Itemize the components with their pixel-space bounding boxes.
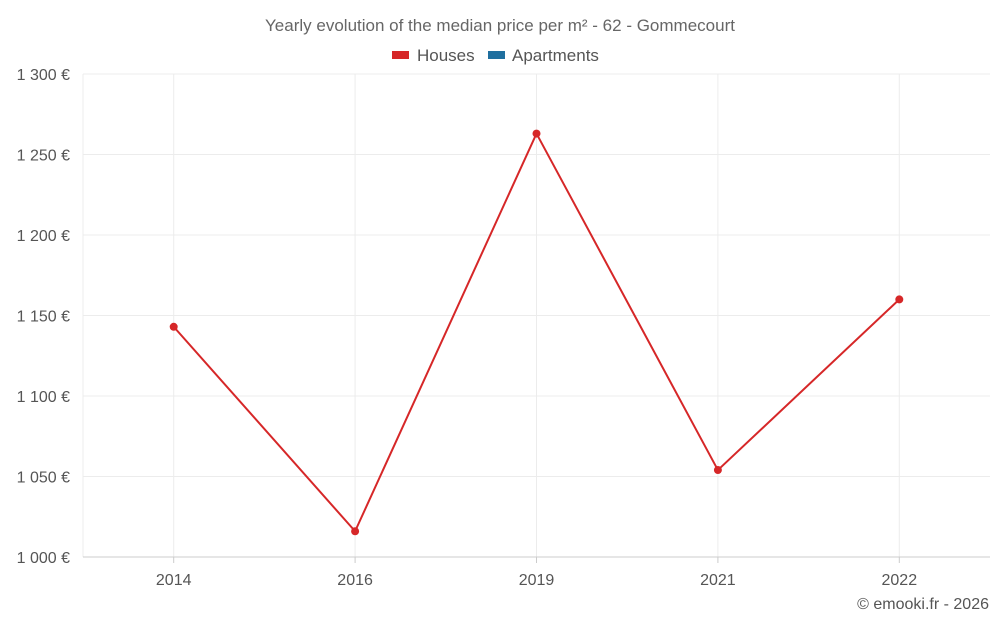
x-tick-label: 2019	[519, 572, 555, 589]
legend-label-apartments: Apartments	[512, 46, 599, 65]
y-axis: 1 000 € 1 050 € 1 100 € 1 150 € 1 200 € 1 250…	[17, 67, 70, 567]
legend-swatch-houses	[392, 51, 409, 59]
credit-text: © emooki.fr - 2026	[857, 596, 989, 613]
x-tick-label: 2021	[700, 572, 736, 589]
y-tick-label: 1 150 €	[17, 309, 70, 326]
data-point[interactable]	[895, 295, 904, 304]
x-axis: 2014 2016 2019 2021 2022	[83, 556, 990, 589]
data-point[interactable]	[169, 322, 178, 331]
y-tick-label: 1 250 €	[17, 148, 70, 165]
data-point[interactable]	[713, 466, 722, 475]
x-tick-label: 2016	[337, 572, 373, 589]
y-tick-label: 1 200 €	[17, 228, 70, 245]
y-tick-label: 1 300 €	[17, 67, 70, 84]
data-point[interactable]	[532, 129, 541, 138]
x-tick-label: 2022	[882, 572, 918, 589]
series-layer	[169, 129, 904, 536]
y-tick-label: 1 050 €	[17, 470, 70, 487]
y-tick-label: 1 000 €	[17, 550, 70, 567]
data-point[interactable]	[351, 527, 360, 536]
x-tick-label: 2014	[156, 572, 192, 589]
chart-title: Yearly evolution of the median price per…	[265, 16, 735, 35]
y-tick-label: 1 100 €	[17, 389, 70, 406]
legend: Houses Apartments	[392, 46, 599, 65]
gridlines	[82, 73, 990, 557]
legend-swatch-apartments	[488, 51, 505, 59]
legend-label-houses: Houses	[417, 46, 475, 65]
